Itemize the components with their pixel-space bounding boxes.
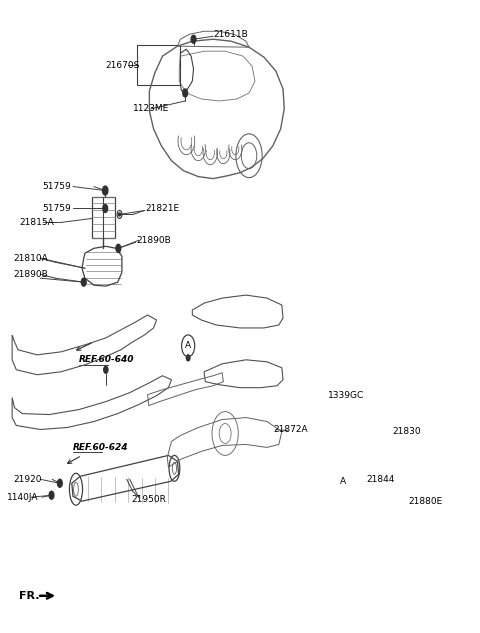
Circle shape [58,479,62,487]
Text: REF.60-624: REF.60-624 [73,443,129,452]
Circle shape [384,434,388,441]
Text: 21844: 21844 [367,475,395,484]
Circle shape [103,204,108,213]
Text: 21890B: 21890B [13,270,48,279]
Bar [92,196,115,239]
Circle shape [119,213,120,216]
Circle shape [336,411,341,420]
Circle shape [103,186,108,195]
Text: 21890B: 21890B [137,236,171,245]
Circle shape [81,278,86,286]
Text: 1123ME: 1123ME [132,104,169,113]
Text: 21920: 21920 [13,475,42,484]
Circle shape [49,491,54,499]
Circle shape [358,461,363,469]
Text: A: A [185,341,191,351]
Text: 51759: 51759 [42,182,71,191]
Circle shape [116,244,121,253]
Text: 21815A: 21815A [19,218,54,227]
Text: FR.: FR. [19,591,40,601]
Text: 21830: 21830 [393,427,421,436]
Text: 1140JA: 1140JA [7,492,39,502]
Circle shape [191,35,196,43]
Text: 21611B: 21611B [213,30,248,39]
Text: 1339GC: 1339GC [328,391,365,400]
Text: REF.60-640: REF.60-640 [79,355,134,365]
Text: 21821E: 21821E [146,204,180,213]
Circle shape [104,367,108,373]
Circle shape [183,89,188,97]
Text: 21880E: 21880E [408,497,443,506]
Circle shape [330,432,335,439]
Text: 21950R: 21950R [132,495,167,504]
Text: 21810A: 21810A [13,254,48,263]
Text: 21872A: 21872A [273,425,308,434]
Bar [137,45,180,85]
Text: 51759: 51759 [42,204,71,213]
Circle shape [186,355,190,361]
Text: 21670S: 21670S [106,61,140,70]
Text: A: A [340,477,346,486]
